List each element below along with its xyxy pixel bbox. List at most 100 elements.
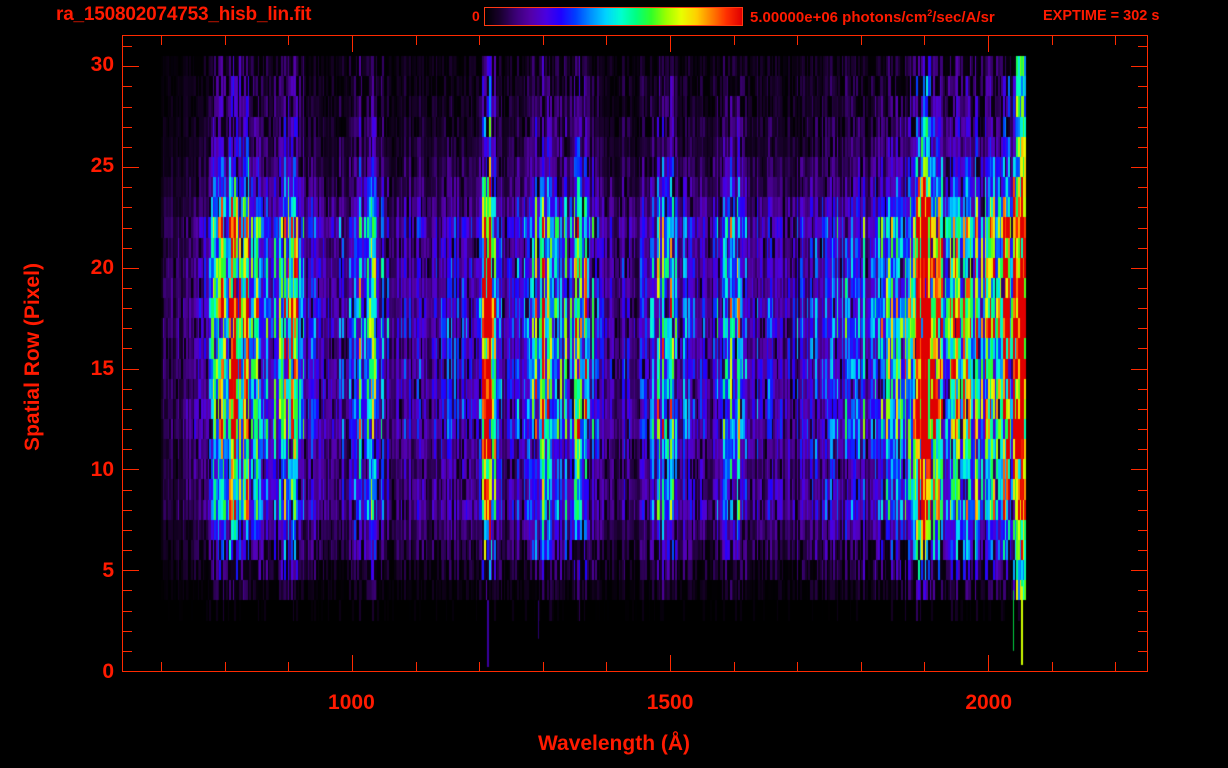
x-tick-major-top bbox=[1115, 36, 1117, 45]
y-tick-right bbox=[1138, 328, 1147, 330]
y-tick-right bbox=[1138, 126, 1147, 128]
x-tick-major-bottom bbox=[924, 662, 926, 671]
x-tick-major-bottom bbox=[415, 662, 417, 671]
y-tick-left bbox=[123, 247, 132, 249]
x-tick-major-top bbox=[542, 36, 544, 45]
x-tick-major-bottom bbox=[224, 662, 226, 671]
y-tick-left bbox=[123, 509, 132, 511]
y-tick-right bbox=[1138, 529, 1147, 531]
y-tick-right bbox=[1138, 146, 1147, 148]
y-tick-left bbox=[123, 267, 139, 269]
x-tick-major-top bbox=[479, 36, 481, 45]
y-tick-left bbox=[123, 66, 139, 68]
y-tick-left bbox=[123, 590, 132, 592]
y-tick-left bbox=[123, 408, 132, 410]
x-tick-major-bottom bbox=[351, 655, 353, 671]
x-tick-major-top bbox=[924, 36, 926, 45]
x-axis-title: Wavelength (Å) bbox=[537, 732, 691, 755]
y-tick-left bbox=[123, 449, 132, 451]
y-tick-right bbox=[1138, 429, 1147, 431]
x-tick-major-bottom bbox=[669, 655, 671, 671]
colorbar-max-label: 5.00000e+06 photons/cm2/sec/A/sr bbox=[750, 8, 995, 26]
y-tick-left bbox=[123, 671, 139, 672]
x-axis-tick-labels: 1000 1500 2000 bbox=[122, 692, 1148, 722]
y-tick-left bbox=[123, 287, 132, 289]
y-tick-right bbox=[1138, 610, 1147, 612]
x-tick-major-top bbox=[1051, 36, 1053, 45]
y-tick-right bbox=[1138, 46, 1147, 48]
colorbar-max-prefix: 5.00000e+06 photons/cm bbox=[750, 9, 928, 26]
y-tick-right bbox=[1138, 388, 1147, 390]
y-tick-right bbox=[1138, 449, 1147, 451]
x-tick-major-bottom bbox=[288, 662, 290, 671]
y-tick-left bbox=[123, 570, 139, 572]
colorbar-min-label: 0 bbox=[472, 8, 480, 24]
x-tick-major-top bbox=[797, 36, 799, 45]
y-tick-left bbox=[123, 630, 132, 632]
page-title: ra_150802074753_hisb_lin.fit bbox=[56, 4, 312, 25]
y-tick-left bbox=[123, 469, 139, 471]
y-tick-label: 30 bbox=[90, 53, 114, 77]
y-tick-left bbox=[123, 46, 132, 48]
y-tick-right bbox=[1131, 267, 1147, 269]
plot-frame bbox=[122, 35, 1148, 672]
y-tick-left bbox=[123, 106, 132, 108]
y-tick-right bbox=[1138, 247, 1147, 249]
y-tick-right bbox=[1138, 550, 1147, 552]
y-tick-right bbox=[1138, 187, 1147, 189]
x-tick-major-bottom bbox=[479, 662, 481, 671]
y-tick-right bbox=[1138, 287, 1147, 289]
y-tick-right bbox=[1131, 66, 1147, 68]
x-tick-major-bottom bbox=[1051, 662, 1053, 671]
x-tick-major-top bbox=[606, 36, 608, 45]
x-tick-major-bottom bbox=[1115, 662, 1117, 671]
y-tick-label: 0 bbox=[102, 660, 114, 683]
y-tick-left bbox=[123, 227, 132, 229]
exptime-label: EXPTIME = 302 s bbox=[1043, 8, 1160, 24]
y-tick-left bbox=[123, 167, 139, 169]
x-tick-major-top bbox=[669, 36, 671, 52]
x-tick-major-bottom bbox=[733, 662, 735, 671]
x-tick-major-top bbox=[161, 36, 163, 45]
x-tick-major-bottom bbox=[161, 662, 163, 671]
y-tick-right bbox=[1131, 671, 1147, 672]
y-tick-right bbox=[1138, 509, 1147, 511]
x-tick-label: 2000 bbox=[965, 691, 1013, 714]
y-tick-left bbox=[123, 328, 132, 330]
y-tick-label: 20 bbox=[90, 255, 114, 279]
y-tick-left bbox=[123, 348, 132, 350]
x-tick-label: 1000 bbox=[328, 691, 375, 714]
y-tick-left bbox=[123, 187, 132, 189]
y-tick-left bbox=[123, 550, 132, 552]
x-tick-major-top bbox=[224, 36, 226, 45]
y-tick-left bbox=[123, 308, 132, 310]
y-tick-label: 5 bbox=[102, 558, 114, 582]
y-tick-left bbox=[123, 489, 132, 491]
y-axis-tick-labels: 0 5 10 15 20 25 30 bbox=[72, 35, 114, 682]
y-tick-left bbox=[123, 86, 132, 88]
colorbar-max-exponent: 2 bbox=[927, 8, 933, 18]
x-tick-major-bottom bbox=[860, 662, 862, 671]
y-tick-right bbox=[1138, 106, 1147, 108]
y-tick-right bbox=[1138, 227, 1147, 229]
y-tick-left bbox=[123, 388, 132, 390]
y-tick-label: 25 bbox=[90, 154, 114, 178]
colorbar-max-suffix: /sec/A/sr bbox=[932, 9, 995, 26]
colorbar bbox=[484, 7, 743, 26]
x-tick-major-top bbox=[288, 36, 290, 45]
x-tick-major-top bbox=[860, 36, 862, 45]
y-tick-right bbox=[1138, 650, 1147, 652]
y-tick-label: 10 bbox=[90, 457, 114, 481]
y-tick-left bbox=[123, 650, 132, 652]
y-tick-left bbox=[123, 146, 132, 148]
y-tick-right bbox=[1131, 368, 1147, 370]
y-tick-right bbox=[1138, 590, 1147, 592]
y-tick-right bbox=[1131, 167, 1147, 169]
x-tick-major-bottom bbox=[606, 662, 608, 671]
x-tick-major-bottom bbox=[542, 662, 544, 671]
y-tick-right bbox=[1138, 86, 1147, 88]
y-tick-right bbox=[1138, 489, 1147, 491]
y-tick-label: 15 bbox=[90, 356, 114, 380]
y-tick-left bbox=[123, 207, 132, 209]
